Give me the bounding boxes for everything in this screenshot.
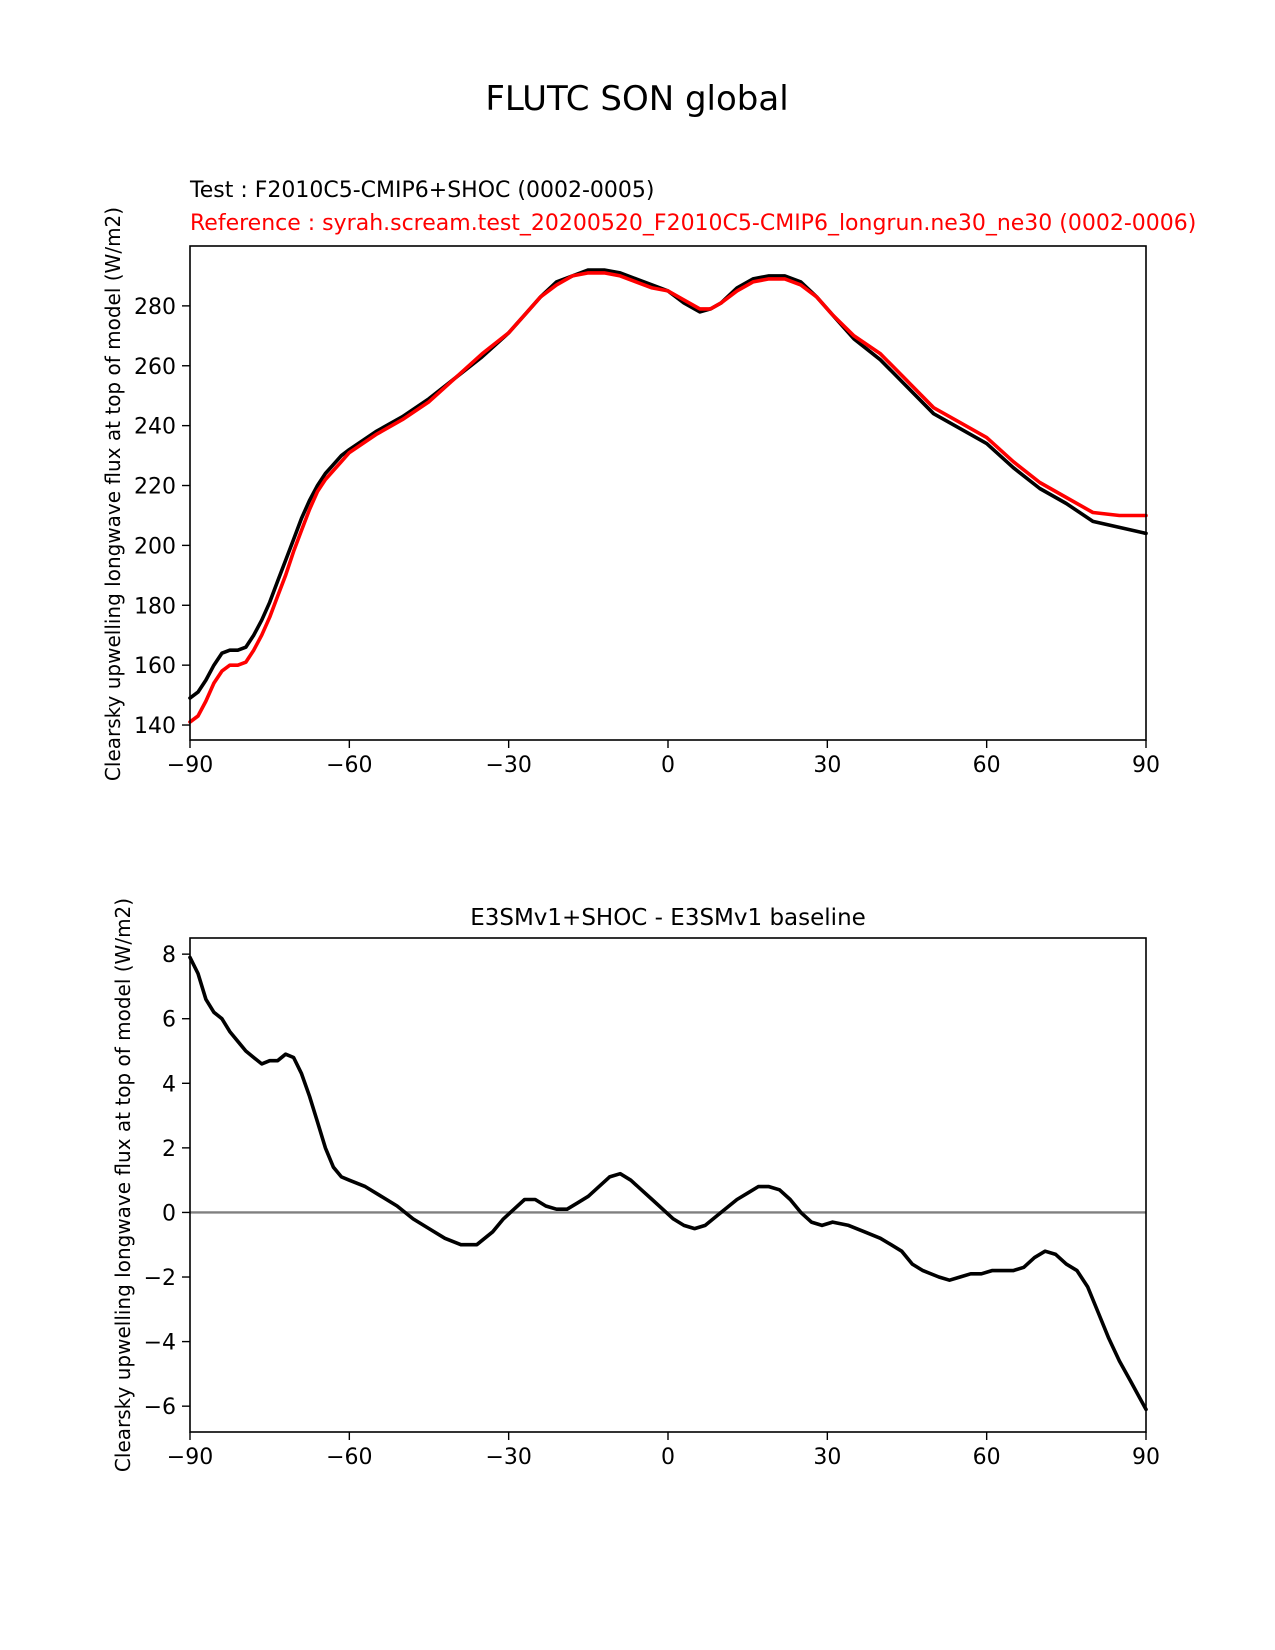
figure-title: FLUTC SON global — [485, 79, 788, 119]
top-plot-frame — [189, 245, 1147, 741]
series-line-reference — [188, 271, 1148, 724]
y-tick-label: 6 — [162, 1008, 176, 1033]
x-tick-label: 30 — [813, 1445, 841, 1470]
x-tick-label: 30 — [813, 753, 841, 778]
difference-title: E3SMv1+SHOC - E3SMv1 baseline — [470, 905, 866, 931]
y-tick-label: 0 — [162, 1201, 176, 1226]
series-line-test — [188, 268, 1148, 700]
y-tick-label: 160 — [134, 654, 176, 679]
y-tick-label: 260 — [134, 355, 176, 380]
series-line-difference — [188, 955, 1148, 1412]
bottom-panel: E3SMv1+SHOC - E3SMv1 baseline Clearsky u… — [111, 898, 1160, 1472]
bottom-y-axis-label: Clearsky upwelling longwave flux at top … — [111, 898, 135, 1472]
y-tick-label: 8 — [162, 943, 176, 968]
x-tick-label: 90 — [1132, 753, 1160, 778]
x-tick-label: −60 — [326, 753, 372, 778]
x-tick-label: 90 — [1132, 1445, 1160, 1470]
top-y-axis-label: Clearsky upwelling longwave flux at top … — [101, 207, 125, 781]
y-tick-label: 4 — [162, 1072, 176, 1097]
y-tick-label: 180 — [134, 594, 176, 619]
y-tick-label: 220 — [134, 475, 176, 500]
y-tick-label: 140 — [134, 714, 176, 739]
x-tick-label: 60 — [973, 753, 1001, 778]
y-tick-label: 2 — [162, 1137, 176, 1162]
reference-label: Reference : syrah.scream.test_20200520_F… — [190, 211, 1196, 236]
y-tick-label: −6 — [144, 1395, 176, 1420]
y-tick-label: 240 — [134, 415, 176, 440]
x-tick-label: 0 — [661, 753, 675, 778]
x-tick-label: −90 — [167, 753, 213, 778]
x-tick-label: −30 — [485, 1445, 531, 1470]
x-tick-label: 60 — [973, 1445, 1001, 1470]
bottom-plot-frame — [189, 937, 1147, 1433]
top-panel: Test : F2010C5-CMIP6+SHOC (0002-0005) Re… — [101, 178, 1196, 781]
y-tick-label: 280 — [134, 295, 176, 320]
test-label: Test : F2010C5-CMIP6+SHOC (0002-0005) — [189, 178, 654, 203]
x-tick-label: −60 — [326, 1445, 372, 1470]
x-tick-label: −90 — [167, 1445, 213, 1470]
y-tick-label: −2 — [144, 1266, 176, 1291]
x-tick-label: 0 — [661, 1445, 675, 1470]
x-tick-label: −30 — [485, 753, 531, 778]
y-tick-label: −4 — [144, 1331, 176, 1356]
y-tick-label: 200 — [134, 534, 176, 559]
